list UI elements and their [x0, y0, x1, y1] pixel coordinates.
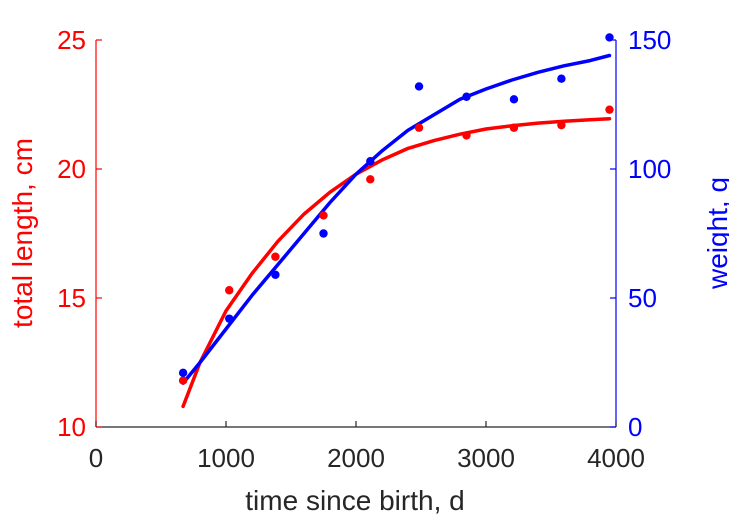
- y-right-tick-label: 150: [628, 25, 671, 55]
- length-data-point: [462, 131, 471, 140]
- y-left-tick-label: 20: [57, 154, 86, 184]
- tick-labels: 0 1000 2000 3000 4000 10 15 20 25 0 50 100 150: [57, 25, 671, 473]
- y-right-tick-label: 50: [628, 283, 657, 313]
- weight-data-point: [509, 95, 519, 104]
- weight-data-point: [319, 229, 328, 238]
- weight-data-point: [225, 314, 234, 323]
- x-axis-label: time since birth, d: [245, 485, 464, 516]
- weight-data-point: [557, 74, 566, 83]
- y-axis-right-label: weight, g: [702, 177, 729, 290]
- length-data-point: [366, 175, 375, 184]
- weight-data-point: [366, 157, 375, 166]
- axes: [95, 39, 617, 428]
- weight-data-point: [605, 33, 614, 42]
- length-fit-line: [181, 116, 612, 409]
- y-left-tick-label: 10: [57, 412, 86, 442]
- weight-fit-line: [181, 53, 612, 385]
- y-axis-left-label: total length, cm: [7, 138, 38, 328]
- y-right-tick-label: 0: [628, 412, 642, 442]
- x-tick-label: 2000: [327, 443, 385, 473]
- weight-data-point: [178, 368, 188, 378]
- length-data-point: [414, 123, 424, 132]
- data-points: [178, 33, 614, 385]
- y-right-tick-label: 100: [628, 154, 671, 184]
- y-left-tick-label: 25: [57, 25, 86, 55]
- x-tick-label: 1000: [197, 443, 255, 473]
- x-tick-label: 0: [89, 443, 103, 473]
- length-data-point: [225, 286, 234, 295]
- length-data-point: [557, 120, 566, 130]
- length-data-point: [319, 211, 328, 220]
- weight-data-point: [271, 270, 280, 279]
- length-data-point: [509, 123, 519, 132]
- length-data-point: [271, 252, 280, 261]
- length-data-point: [178, 376, 188, 385]
- length-data-point: [605, 105, 614, 114]
- fit-curves: [181, 53, 612, 409]
- y-left-tick-label: 15: [57, 283, 86, 313]
- x-tick-label: 3000: [457, 443, 515, 473]
- x-tick-label: 4000: [587, 443, 645, 473]
- weight-data-point: [414, 82, 424, 91]
- weight-data-point: [462, 92, 471, 101]
